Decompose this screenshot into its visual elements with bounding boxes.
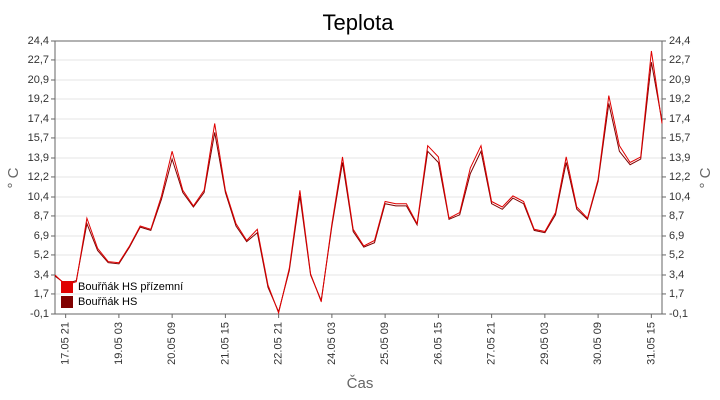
y2-tick-label: 22,7 [669,54,690,66]
y-tick-label: 22,7 [28,54,49,66]
x-tick-label: 22.05 21 [273,322,285,365]
y-tick-label: 24,4 [28,35,49,47]
legend-label: Bouřňák HS [78,296,137,308]
chart-title: Teplota [323,10,395,35]
x-tick-label: 27.05 21 [486,322,498,365]
y-tick-label: 15,7 [28,132,49,144]
x-tick-label: 17.05 21 [60,322,72,365]
y2-tick-label: 19,2 [669,93,690,105]
x-tick-label: 31.05 15 [645,322,657,365]
x-tick-label: 30.05 09 [592,322,604,365]
x-tick-label: 25.05 09 [379,322,391,365]
y2-tick-label: 12,2 [669,171,690,183]
y2-tick-label: 20,9 [669,74,690,86]
plot-frame [54,40,663,315]
y-tick-label: 19,2 [28,93,49,105]
y-tick-label: 20,9 [28,74,49,86]
y2-tick-label: 13,9 [669,152,690,164]
y2-tick-label: 24,4 [669,35,690,47]
y2-tick-label: 6,9 [669,230,684,242]
x-tick-label: 29.05 03 [539,322,551,365]
series-line [54,62,663,314]
y-tick-label: 17,4 [28,113,49,125]
legend-label: Bouřňák HS přízemní [78,281,183,293]
legend-swatch [61,296,73,308]
y-axis-label: ° C [5,167,22,188]
y-tick-label: -0,1 [30,308,49,320]
y2-tick-label: 5,2 [669,249,684,261]
y-tick-label: 3,4 [34,269,49,281]
y2-tick-label: 1,7 [669,288,684,300]
x-tick-label: 21.05 15 [219,322,231,365]
y-tick-label: 1,7 [34,288,49,300]
y2-tick-label: 3,4 [669,269,684,281]
y2-tick-label: 8,7 [669,210,684,222]
x-tick-label: 26.05 15 [432,322,444,365]
y2-axis-label: ° C [697,167,714,188]
series-line [54,50,663,315]
y-tick-label: 8,7 [34,210,49,222]
y-tick-label: 5,2 [34,249,49,261]
y-tick-label: 13,9 [28,152,49,164]
y-tick-label: 10,4 [28,191,49,203]
x-tick-label: 20.05 09 [166,322,178,365]
y2-tick-label: 10,4 [669,191,690,203]
x-axis-label: Čas [347,375,374,392]
y-tick-label: 12,2 [28,171,49,183]
y-tick-label: 6,9 [34,230,49,242]
x-tick-label: 24.05 03 [326,322,338,365]
y2-tick-label: -0,1 [669,308,688,320]
y2-tick-label: 17,4 [669,113,690,125]
legend-swatch [61,281,73,293]
x-tick-label: 19.05 03 [113,322,125,365]
y2-tick-label: 15,7 [669,132,690,144]
